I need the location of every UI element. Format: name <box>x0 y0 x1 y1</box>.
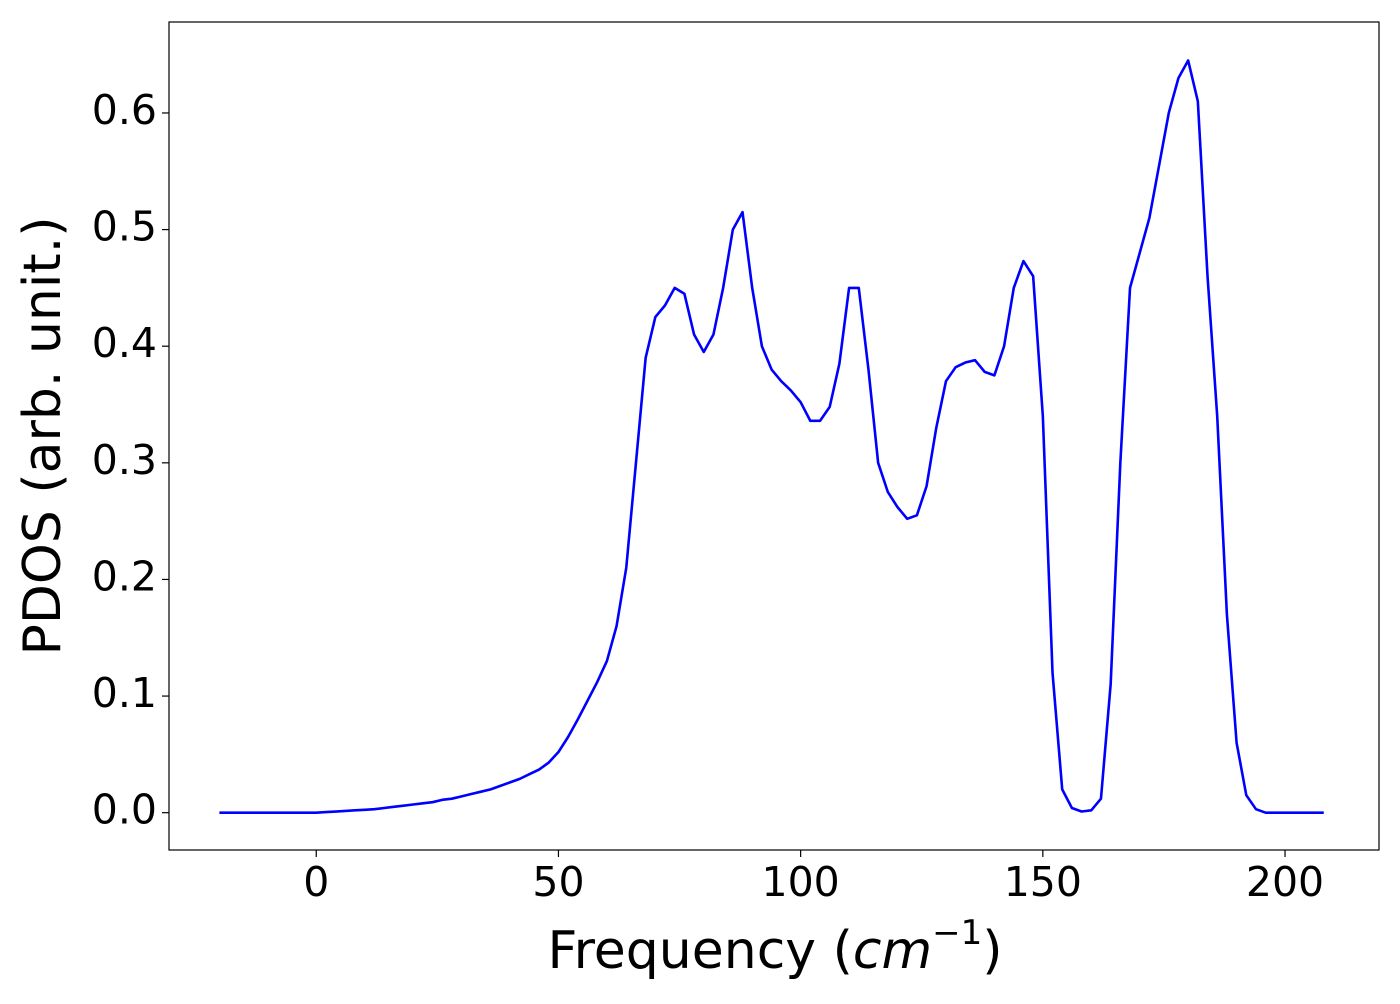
x-axis-label: Frequency (cm−1) <box>547 913 1002 981</box>
y-tick-label: 0.2 <box>92 552 157 600</box>
x-tick-label: 150 <box>1004 858 1082 906</box>
x-tick-label: 0 <box>303 858 329 906</box>
y-axis-label: PDOS (arb. unit.) <box>13 216 73 655</box>
y-tick-label: 0.3 <box>92 436 157 484</box>
x-tick-label: 50 <box>532 858 584 906</box>
y-tick-label: 0.1 <box>92 669 157 717</box>
data-line <box>219 59 1324 814</box>
plot-frame <box>168 21 1380 851</box>
y-tick-label: 0.5 <box>92 203 157 251</box>
x-label-text: Frequency ( <box>547 921 852 981</box>
x-label-close: ) <box>982 921 1002 981</box>
x-label-exponent: −1 <box>932 913 982 953</box>
y-tick-label: 0.4 <box>92 319 157 367</box>
x-tick-label: 100 <box>762 858 840 906</box>
y-tick-label: 0.0 <box>92 786 157 834</box>
y-tick-label: 0.6 <box>92 86 157 134</box>
x-tick-label: 200 <box>1246 858 1324 906</box>
x-label-unit: cm <box>853 921 932 981</box>
